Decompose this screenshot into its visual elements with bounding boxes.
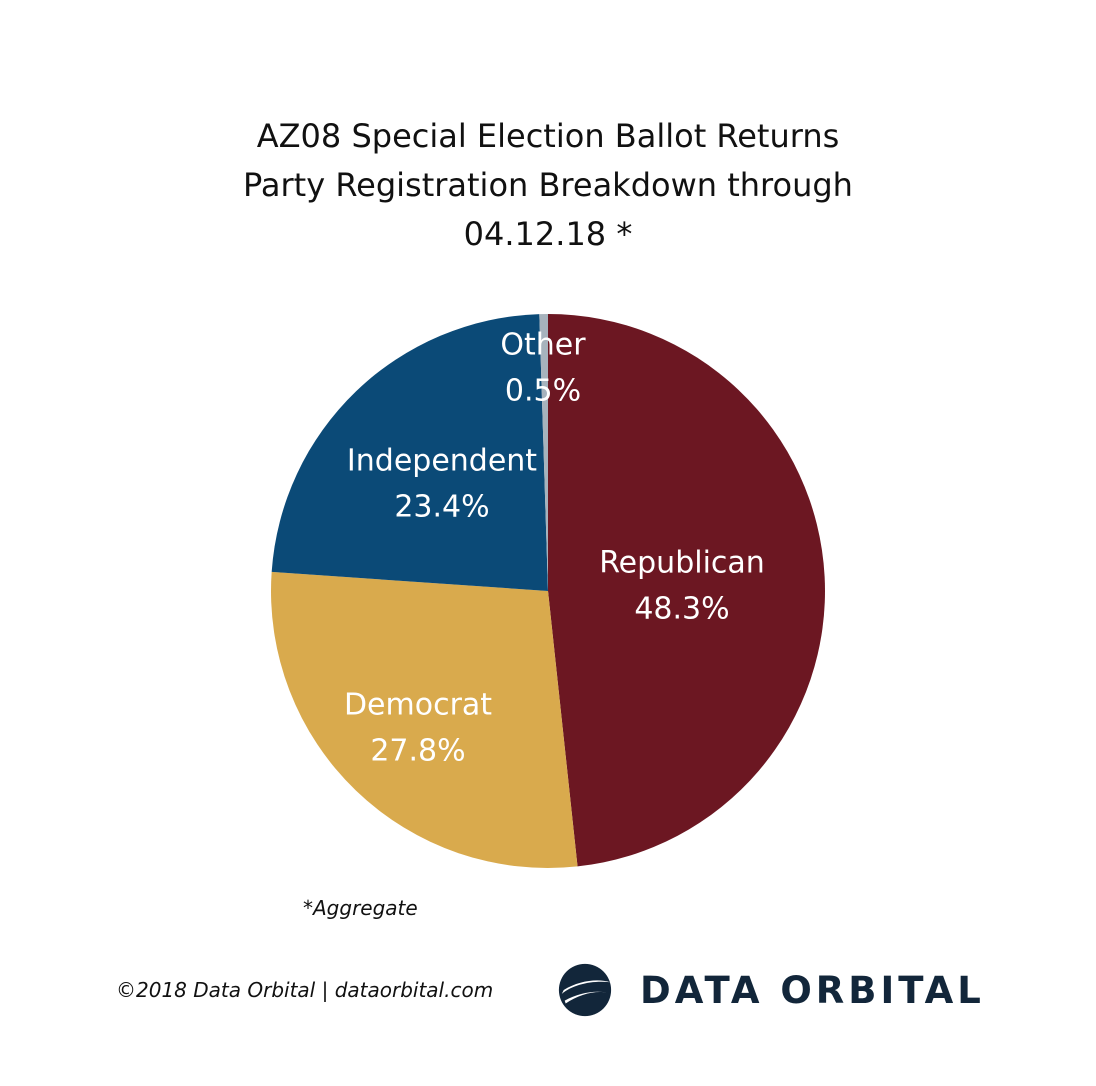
pie-slice-democrat [270, 571, 578, 868]
chart-title-line-2: Party Registration Breakdown through [243, 166, 853, 204]
slice-value-republican: 48.3% [634, 592, 729, 627]
pie-slice-republican [548, 314, 826, 867]
chart-title-line-3: 04.12.18 * [463, 215, 633, 253]
pie-slices [270, 314, 826, 868]
footnote: *Aggregate [303, 896, 418, 920]
orbital-globe-icon [558, 963, 612, 1017]
pie-slice-other [539, 314, 548, 591]
pie-slice-independent [271, 314, 548, 591]
slice-label-other: Other [500, 328, 586, 363]
pie-labels: Republican 48.3% Democrat 27.8% Independent 2… [344, 328, 765, 769]
brand-name: DATA ORBITAL [640, 968, 985, 1012]
slice-label-democrat: Democrat [344, 688, 492, 723]
copyright-text: ©2018 Data Orbital | dataorbital.com [116, 978, 494, 1002]
slice-label-independent: Independent [347, 444, 537, 479]
brand: DATA ORBITAL [556, 960, 985, 1020]
slice-label-republican: Republican [599, 546, 765, 581]
chart-title: AZ08 Special Election Ballot Returns Par… [0, 112, 1096, 259]
slice-value-democrat: 27.8% [370, 734, 465, 769]
chart-title-line-1: AZ08 Special Election Ballot Returns [256, 117, 840, 155]
slice-value-other: 0.5% [505, 374, 581, 409]
slice-value-independent: 23.4% [394, 490, 489, 525]
